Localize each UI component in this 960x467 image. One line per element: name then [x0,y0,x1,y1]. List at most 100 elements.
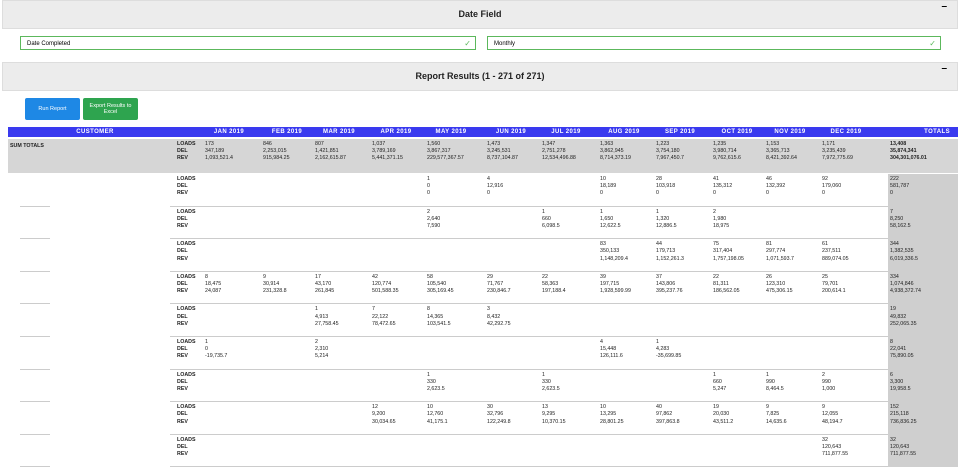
cell-value: 7,825 [766,411,780,418]
cell-value: 10 [600,404,606,411]
cell-value: 7,590 [427,223,441,229]
cell-value: 1,363 [600,141,614,147]
row-divider [170,336,888,337]
column-header: JUN 2019 [495,129,527,135]
row-label: REV [177,223,188,229]
cell-value: 8,737,104.87 [487,155,518,162]
cell-value: 9,295 [542,411,556,418]
cell-value: 0 [766,190,769,197]
cell-value: 43,511.2 [713,418,734,425]
cell-value: 660 [542,215,551,222]
cell-value: 120,643 [822,444,842,450]
panel-title: Date Field [458,9,502,19]
cell-value: 19 [713,404,719,411]
cell-value: 330 [427,378,436,385]
export-button[interactable]: Export Results to Excel [83,98,138,120]
row-divider [20,270,50,272]
cell-value: 344 [890,241,899,248]
cell-value: 1,650 [600,215,614,222]
cell-value: 1,560 [427,141,441,147]
row-label: LOADS [177,339,196,345]
cell-value: 990 [766,378,775,385]
cell-value: 135,312 [713,183,733,190]
cell-value: 0 [600,190,603,197]
cell-value: 18,189 [600,183,617,190]
cell-value: 10,370.15 [542,418,566,425]
cell-value: 230,846.7 [487,288,511,295]
row-label: LOADS [177,273,196,280]
row-label: DEL [177,148,188,155]
cell-value: 14,635.6 [766,418,787,425]
cell-value: 22 [713,273,719,280]
select[interactable]: Monthly ✓ [487,36,941,50]
cell-value: 40 [656,404,662,411]
cell-value: 41 [713,176,719,182]
cell-value: 1,000 [822,386,836,392]
cell-value: 1,320 [656,215,670,222]
cell-value: 123,310 [766,281,786,287]
cell-value: 3,245,531 [487,148,511,155]
cell-value: 2 [427,208,430,215]
cell-value: 58,363 [542,281,559,287]
cell-value: 1 [713,371,716,378]
cell-value: 1 [542,208,545,215]
cell-value: 1,093,521.4 [205,155,233,162]
collapse-button[interactable]: – [941,63,947,74]
column-header: APR 2019 [380,129,412,135]
cell-value: 3,867,317 [427,148,451,155]
totals-cell-bg [888,174,958,207]
cell-value: 2 [315,339,318,345]
column-header: CUSTOMER [76,129,114,135]
cell-value: 237,511 [822,248,841,255]
column-header: MAY 2019 [435,129,467,135]
row-label: LOADS [177,306,196,313]
cell-value: 3,365,713 [766,148,790,155]
row-label: DEL [177,411,188,418]
cell-value: 103,541.5 [427,320,451,327]
sum-row-bg [8,139,958,173]
row-label: LOADS [177,141,196,147]
cell-value: 215,118 [890,411,909,418]
cell-value: 35,874,341 [890,148,917,155]
cell-value: 103,918 [656,183,676,190]
totals-cell-bg [888,369,958,403]
cell-value: 261,845 [315,288,335,295]
cell-value: 83 [600,241,606,248]
cell-value: 347,189 [205,148,225,155]
cell-value: 711,877.55 [890,451,917,458]
collapse-button[interactable]: – [941,1,947,12]
cell-value: 32 [822,436,828,443]
run-report-button[interactable]: Run Report [25,98,80,120]
cell-value: 197,715 [600,281,620,287]
cell-value: 43,170 [315,281,332,287]
cell-value: 26 [766,273,772,280]
select[interactable]: Date Completed ✓ [20,36,476,50]
row-divider [170,433,888,435]
row-label: REV [177,353,188,360]
cell-value: 252,065.35 [890,320,917,327]
cell-value: 12,622.5 [600,223,621,229]
cell-value: 79,701 [822,281,839,287]
panel-title: Report Results (1 - 271 of 271) [415,71,545,81]
cell-value: 173 [205,141,214,147]
cell-value: 12,760 [427,411,444,418]
cell-value: 395,237.76 [656,288,683,295]
cell-value: 41,175.1 [427,418,448,425]
cell-value: 32,796 [487,411,504,418]
cell-value: 1,235 [713,141,727,147]
row-label: DEL [177,281,188,287]
cell-value: 0 [822,190,825,197]
cell-value: 9,200 [372,411,386,418]
cell-value: 1,071,593.7 [766,255,794,262]
cell-value: 0 [713,190,716,197]
cell-value: 42,292.75 [487,320,511,327]
cell-value: 3,789,169 [372,148,396,155]
cell-value: 990 [822,378,831,385]
cell-value: 7 [890,208,893,215]
cell-value: 1,171 [822,141,836,147]
cell-value: 1,148,209.4 [600,255,628,262]
cell-value: 20,030 [713,411,730,418]
cell-value: 28 [656,176,662,182]
cell-value: 8 [890,339,893,345]
